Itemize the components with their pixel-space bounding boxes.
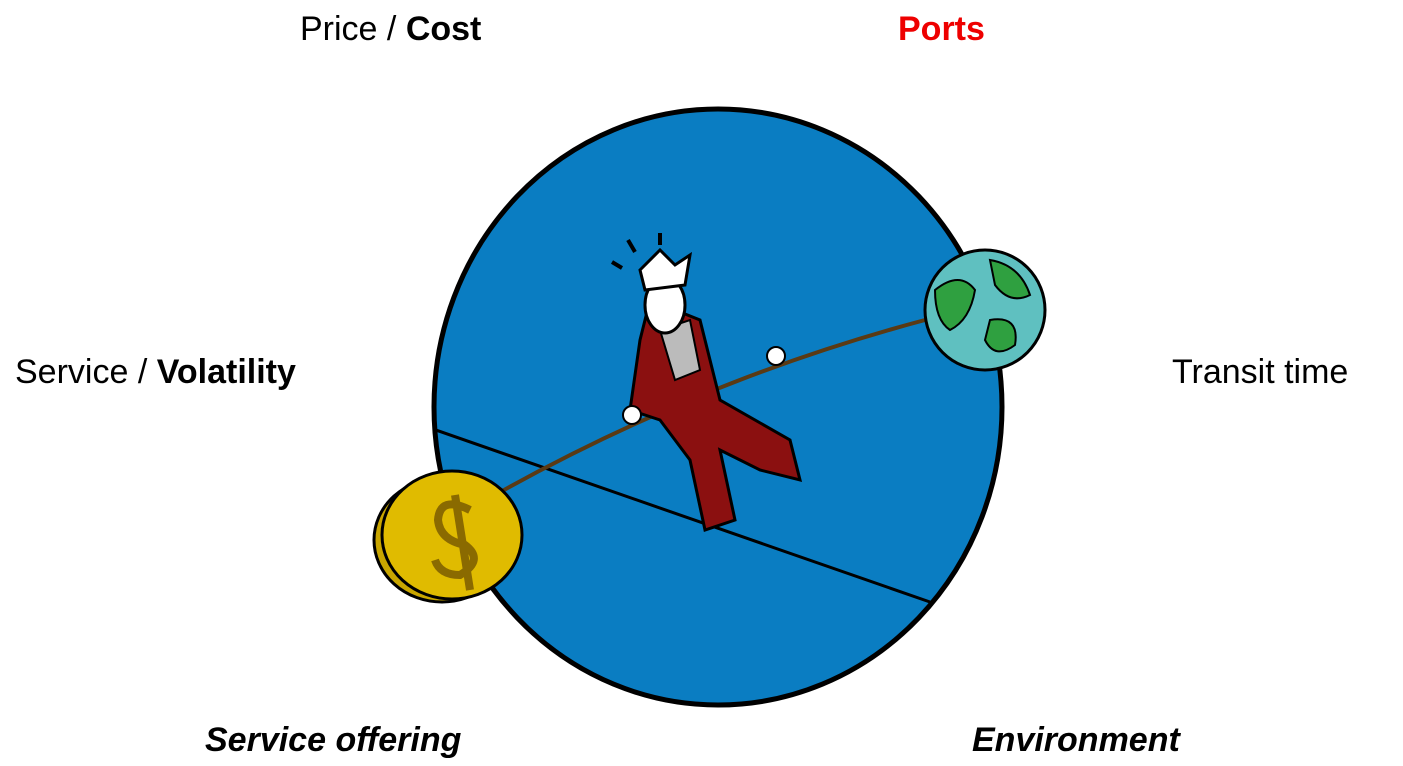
- slide: Price / Cost Ports Service / Volatility …: [0, 0, 1403, 766]
- label-bottom-left: Service offering: [205, 723, 461, 757]
- label-bottom-right: Environment: [972, 723, 1180, 757]
- label-bold: Volatility: [157, 353, 296, 391]
- label-top-right: Ports: [898, 12, 985, 46]
- label-text: Price /: [300, 10, 396, 48]
- label-middle-right: Transit time: [1172, 355, 1348, 389]
- label-middle-left: Service / Volatility: [15, 355, 296, 389]
- label-bold: Cost: [406, 10, 482, 48]
- coin: [374, 471, 522, 602]
- label-top-left: Price / Cost: [300, 12, 481, 46]
- label-text: Service /: [15, 353, 147, 391]
- globe: [925, 250, 1045, 370]
